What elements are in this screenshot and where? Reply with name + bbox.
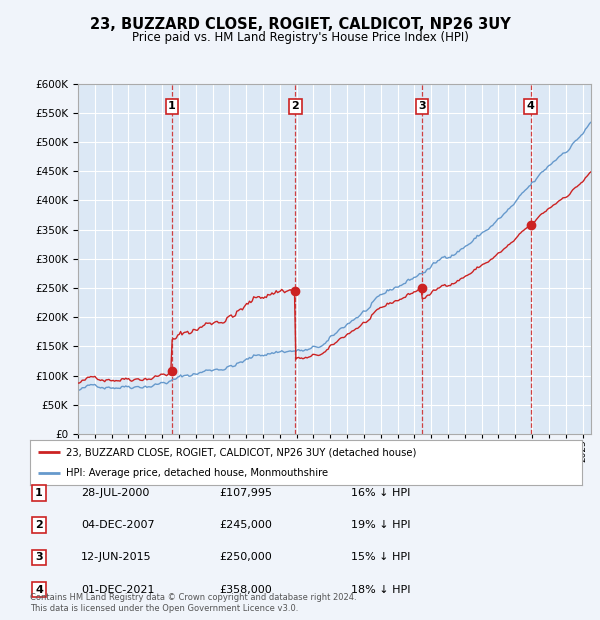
Text: 19% ↓ HPI: 19% ↓ HPI: [351, 520, 410, 530]
Text: HPI: Average price, detached house, Monmouthshire: HPI: Average price, detached house, Monm…: [66, 467, 328, 478]
Text: 3: 3: [35, 552, 43, 562]
Text: £107,995: £107,995: [219, 488, 272, 498]
Text: 04-DEC-2007: 04-DEC-2007: [81, 520, 155, 530]
Text: Price paid vs. HM Land Registry's House Price Index (HPI): Price paid vs. HM Land Registry's House …: [131, 31, 469, 44]
Text: 12-JUN-2015: 12-JUN-2015: [81, 552, 152, 562]
Text: Contains HM Land Registry data © Crown copyright and database right 2024.
This d: Contains HM Land Registry data © Crown c…: [30, 593, 356, 613]
Text: 1: 1: [168, 102, 176, 112]
Text: 23, BUZZARD CLOSE, ROGIET, CALDICOT, NP26 3UY: 23, BUZZARD CLOSE, ROGIET, CALDICOT, NP2…: [89, 17, 511, 32]
Text: 15% ↓ HPI: 15% ↓ HPI: [351, 552, 410, 562]
Text: 16% ↓ HPI: 16% ↓ HPI: [351, 488, 410, 498]
Text: 4: 4: [527, 102, 535, 112]
Text: £245,000: £245,000: [219, 520, 272, 530]
Text: 4: 4: [35, 585, 43, 595]
Text: 1: 1: [35, 488, 43, 498]
Text: 01-DEC-2021: 01-DEC-2021: [81, 585, 155, 595]
Text: £250,000: £250,000: [219, 552, 272, 562]
Text: £358,000: £358,000: [219, 585, 272, 595]
Text: 2: 2: [292, 102, 299, 112]
Text: 23, BUZZARD CLOSE, ROGIET, CALDICOT, NP26 3UY (detached house): 23, BUZZARD CLOSE, ROGIET, CALDICOT, NP2…: [66, 447, 416, 458]
Text: 28-JUL-2000: 28-JUL-2000: [81, 488, 149, 498]
Text: 3: 3: [418, 102, 425, 112]
Text: 2: 2: [35, 520, 43, 530]
Text: 18% ↓ HPI: 18% ↓ HPI: [351, 585, 410, 595]
